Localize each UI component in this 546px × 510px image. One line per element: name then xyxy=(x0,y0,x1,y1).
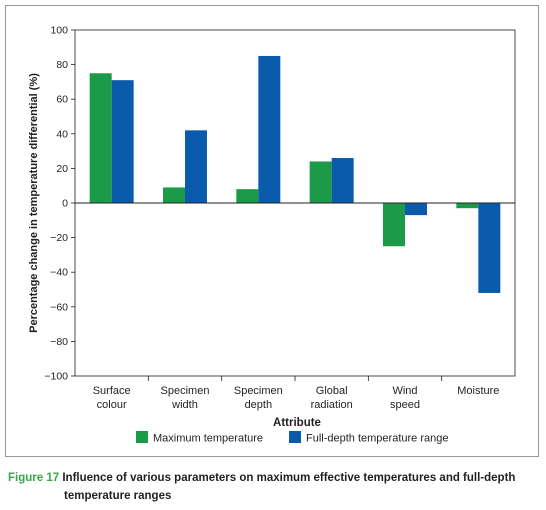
x-tick-label: Specimen xyxy=(161,385,210,397)
figure-caption: Figure 17 Influence of various parameter… xyxy=(8,469,538,505)
legend-label: Full-depth temperature range xyxy=(306,433,448,445)
bar-full-depth-range xyxy=(331,158,354,203)
bar-full-depth-range xyxy=(185,130,207,203)
bar-maximum-temperature xyxy=(236,189,259,203)
bar-maximum-temperature xyxy=(309,161,332,203)
y-tick-label: 60 xyxy=(56,94,68,106)
bar-chart: 100 80 60 40 20 0 −20 −40 −60 −80 −100 Surface colou… xyxy=(28,25,516,445)
figure-caption-line-1: Influence of various parameters on maxim… xyxy=(62,472,516,484)
y-tick-label: 0 xyxy=(62,198,68,210)
legend-swatch xyxy=(136,431,148,443)
x-tick-label: Global xyxy=(316,385,348,397)
y-tick-label: 80 xyxy=(56,59,68,71)
x-axis-title: Attribute xyxy=(273,417,321,429)
x-tick-label: speed xyxy=(390,399,420,411)
y-tick-label: −80 xyxy=(50,336,68,348)
y-tick-label: −40 xyxy=(50,267,68,279)
figure-caption-line-2: temperature ranges xyxy=(64,490,172,502)
x-tick-label: Specimen xyxy=(234,385,283,397)
x-tick-label: colour xyxy=(97,399,127,411)
x-tick-label: Moisture xyxy=(457,385,499,397)
y-tick-label: −100 xyxy=(44,371,68,383)
bar-maximum-temperature xyxy=(383,203,405,247)
y-axis-title: Percentage change in temperature differe… xyxy=(28,73,40,333)
bar-maximum-temperature xyxy=(89,73,112,203)
legend-label: Maximum temperature xyxy=(153,433,263,445)
y-tick-label: −60 xyxy=(50,301,68,313)
bar-full-depth-range xyxy=(111,80,134,203)
bar-full-depth-range xyxy=(258,55,281,204)
bar-full-depth-range xyxy=(405,203,427,216)
y-tick-label: 100 xyxy=(50,25,68,37)
bar-maximum-temperature xyxy=(163,187,185,203)
x-tick-label: depth xyxy=(245,399,273,411)
y-tick-label: 20 xyxy=(56,163,68,175)
x-tick-label: radiation xyxy=(311,399,353,411)
legend-swatch xyxy=(289,431,301,443)
bar-full-depth-range xyxy=(478,203,501,293)
y-tick-label: 40 xyxy=(56,128,68,140)
x-tick-label: width xyxy=(171,399,198,411)
x-tick-label: Surface xyxy=(93,385,131,397)
bar-maximum-temperature xyxy=(456,203,479,209)
figure-label: Figure 17 xyxy=(8,472,60,484)
y-tick-label: −20 xyxy=(50,232,68,244)
x-tick-label: Wind xyxy=(392,385,417,397)
